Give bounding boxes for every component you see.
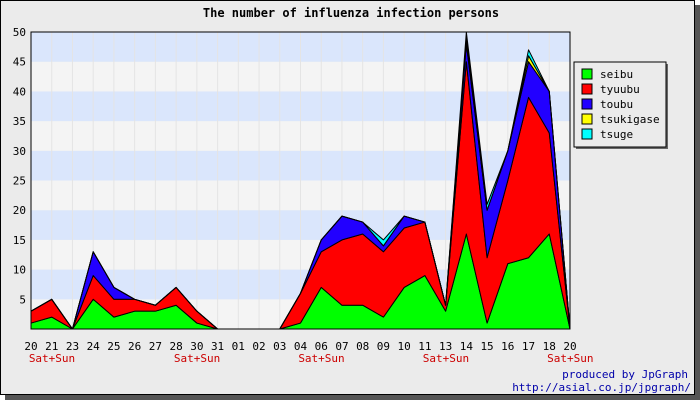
legend-label-tyuubu: tyuubu bbox=[600, 83, 640, 96]
x-tick-label: 18 bbox=[543, 340, 556, 353]
x-tick-label: 30 bbox=[190, 340, 203, 353]
x-tick-label: 21 bbox=[45, 340, 58, 353]
x-tick-label: 06 bbox=[315, 340, 328, 353]
weekend-label: Sat+Sun bbox=[174, 352, 220, 365]
y-axis: 5 10 15 20 25 30 35 40 45 50 bbox=[13, 26, 26, 306]
x-tick-label: 31 bbox=[211, 340, 224, 353]
x-tick-label: 08 bbox=[356, 340, 369, 353]
legend-label-tsuge: tsuge bbox=[600, 128, 633, 141]
x-tick-label: 16 bbox=[501, 340, 514, 353]
legend-label-tsukigase: tsukigase bbox=[600, 113, 660, 126]
legend-swatch-tsuge bbox=[581, 128, 593, 140]
x-tick-label: 01 bbox=[232, 340, 245, 353]
x-tick-label: 23 bbox=[66, 340, 79, 353]
y-tick-label: 40 bbox=[13, 85, 26, 98]
y-tick-label: 25 bbox=[13, 175, 26, 188]
y-tick-label: 10 bbox=[13, 264, 26, 277]
legend-swatch-seibu bbox=[581, 68, 593, 80]
y-tick-label: 30 bbox=[13, 145, 26, 158]
x-tick-label: 28 bbox=[169, 340, 182, 353]
x-tick-label: 24 bbox=[87, 340, 101, 353]
chart-title: The number of influenza infection person… bbox=[203, 6, 499, 20]
x-tick-label: 03 bbox=[273, 340, 286, 353]
influenza-chart: The number of influenza infection person… bbox=[13, 6, 691, 394]
x-tick-label: 11 bbox=[418, 340, 431, 353]
credit-line-2: http://asial.co.jp/jpgraph/ bbox=[512, 381, 691, 394]
y-tick-label: 35 bbox=[13, 115, 26, 128]
x-tick-label: 07 bbox=[335, 340, 348, 353]
weekend-label: Sat+Sun bbox=[298, 352, 344, 365]
legend: seibu tyuubu toubu tsukigase tsuge bbox=[573, 61, 668, 149]
legend-swatch-tyuubu bbox=[581, 83, 593, 95]
x-tick-label: 20 bbox=[24, 340, 37, 353]
weekend-label: Sat+Sun bbox=[423, 352, 469, 365]
x-tick-label: 27 bbox=[149, 340, 162, 353]
y-tick-label: 15 bbox=[13, 234, 26, 247]
x-tick-label: 17 bbox=[522, 340, 535, 353]
x-axis: 20 21 23 24 25 26 27 28 30 31 01 02 03 04 06 07 08 09 10 11… bbox=[24, 340, 593, 365]
x-tick-label: 13 bbox=[439, 340, 452, 353]
x-tick-label: 15 bbox=[480, 340, 493, 353]
weekend-label: Sat+Sun bbox=[29, 352, 75, 365]
x-tick-label: 14 bbox=[460, 340, 474, 353]
x-tick-label: 09 bbox=[377, 340, 390, 353]
weekend-label: Sat+Sun bbox=[547, 352, 593, 365]
legend-label-toubu: toubu bbox=[600, 98, 633, 111]
x-tick-label: 25 bbox=[107, 340, 120, 353]
y-tick-label: 50 bbox=[13, 26, 26, 39]
credit-line-1: produced by JpGraph bbox=[562, 368, 688, 381]
x-tick-label: 26 bbox=[128, 340, 141, 353]
y-tick-label: 45 bbox=[13, 56, 26, 69]
plot-border bbox=[30, 31, 571, 330]
x-tick-label: 10 bbox=[398, 340, 411, 353]
x-tick-label: 02 bbox=[252, 340, 265, 353]
legend-swatch-toubu bbox=[581, 98, 593, 110]
x-tick-label: 04 bbox=[294, 340, 308, 353]
y-tick-label: 20 bbox=[13, 204, 26, 217]
x-tick-label: 20 bbox=[563, 340, 576, 353]
legend-label-seibu: seibu bbox=[600, 68, 633, 81]
y-tick-label: 5 bbox=[19, 293, 26, 306]
legend-swatch-tsukigase bbox=[581, 113, 593, 125]
